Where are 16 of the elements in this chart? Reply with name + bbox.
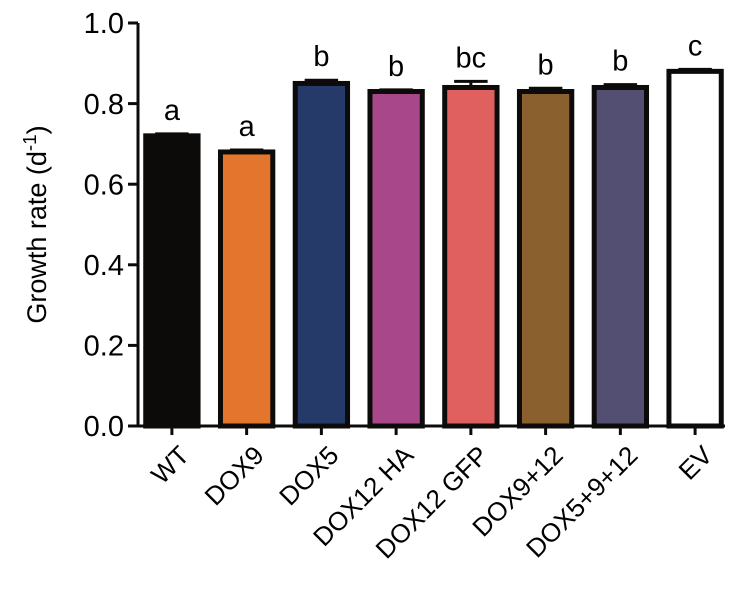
annotation: a: [238, 110, 256, 143]
y-tick-label: 0.2: [84, 330, 124, 363]
x-tick-label: WT: [145, 440, 196, 490]
y-tick-label: 0.0: [84, 411, 124, 444]
annotation: b: [388, 50, 404, 83]
annotation: b: [313, 41, 330, 74]
annotation: b: [538, 49, 554, 82]
y-tick-label: 1.0: [84, 8, 124, 40]
annotation: a: [164, 94, 181, 127]
y-tick-label: 0.8: [84, 88, 124, 121]
annotation: c: [688, 30, 702, 62]
x-tick-label: EV: [672, 439, 719, 486]
annotation: bc: [456, 42, 486, 74]
annotation: b: [612, 46, 628, 78]
y-tick-label: 0.6: [84, 169, 124, 202]
y-tick-label: 0.4: [84, 250, 124, 282]
